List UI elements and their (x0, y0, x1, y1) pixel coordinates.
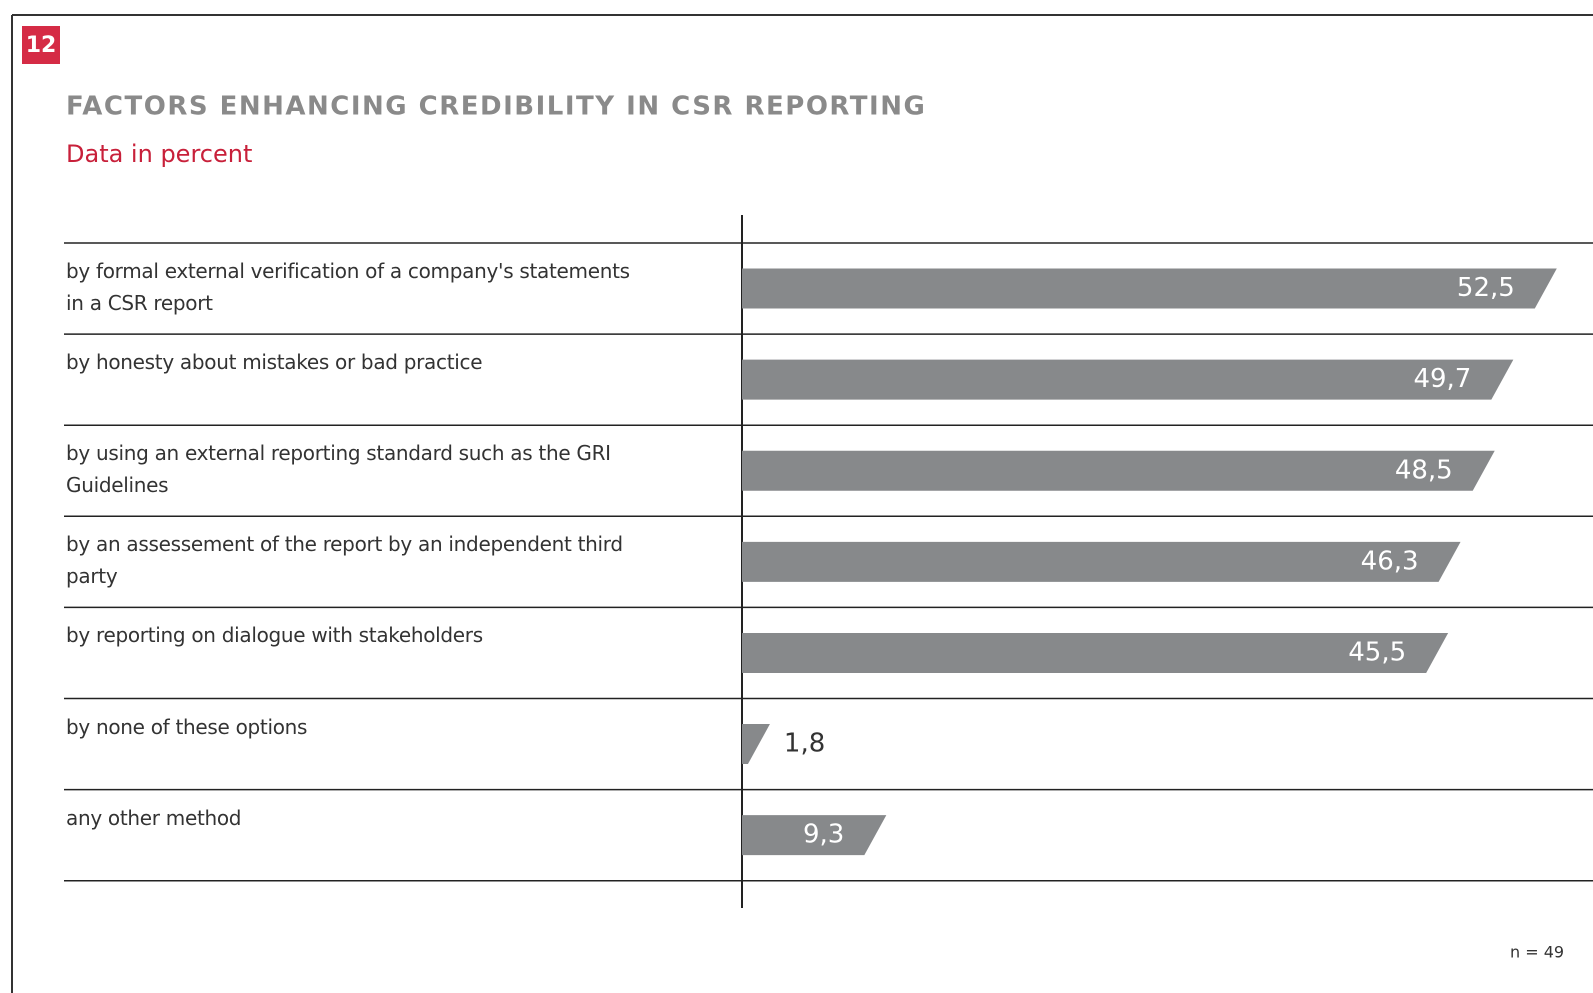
note: n = 49 (1510, 943, 1564, 962)
value-label: 45,5 (1348, 637, 1406, 667)
category-label: by honesty about mistakes or bad practic… (66, 350, 483, 375)
category-label: by reporting on dialogue with stakeholde… (66, 623, 483, 648)
chart-subtitle: Data in percent (66, 140, 252, 168)
badge (22, 26, 60, 64)
badge-text: 12 (26, 33, 57, 58)
category-label: by formal external verification of a com… (66, 259, 630, 315)
category-label: by an assessement of the report by an in… (66, 532, 623, 589)
bar (742, 541, 1461, 582)
value-label: 9,3 (803, 820, 844, 850)
value-label: 46,3 (1361, 546, 1419, 576)
category-label: any other method (66, 805, 242, 830)
bar (742, 724, 770, 765)
chart-title: FACTORS ENHANCING CREDIBILITY IN CSR REP… (66, 92, 926, 122)
category-label: by using an external reporting standard … (66, 441, 611, 498)
bar (742, 450, 1495, 491)
value-label: 48,5 (1395, 455, 1453, 485)
bar (742, 268, 1557, 309)
value-label: 1,8 (784, 729, 825, 759)
bar (742, 815, 887, 856)
bar (742, 359, 1514, 400)
bar (742, 632, 1449, 673)
value-label: 52,5 (1457, 273, 1515, 303)
value-label: 49,7 (1413, 364, 1471, 394)
category-label: by none of these options (66, 714, 308, 739)
